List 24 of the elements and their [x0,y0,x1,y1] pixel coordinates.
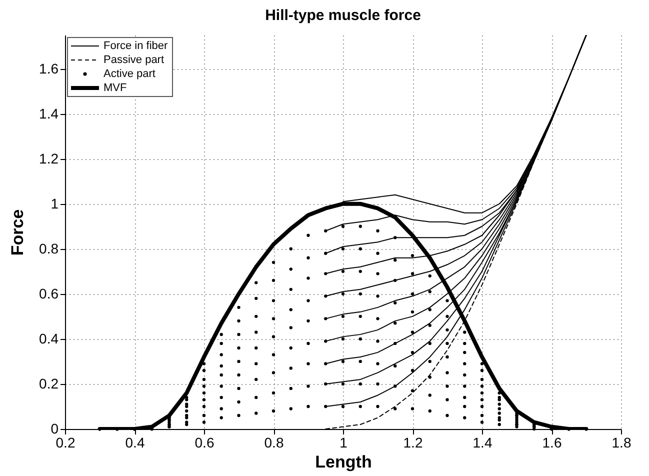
x-axis-title: Length [315,452,372,472]
x-tick-label: 0.8 [264,434,284,450]
x-tick-label: 1.2 [403,434,423,450]
y-tick-label: 0.8 [39,240,59,256]
y-tick-label: 1.6 [39,60,59,76]
y-tick-label: 0.4 [39,330,59,346]
legend-label: Passive part [104,54,164,66]
y-tick-label: 0.2 [39,375,59,392]
x-tick-label: 0.6 [194,434,214,450]
y-tick-label: 1.2 [39,150,59,166]
legend-label: Active part [104,68,156,80]
y-tick-label: 0 [50,420,59,436]
y-tick-label: 1 [50,195,59,212]
y-tick-label: 0.6 [39,285,59,302]
x-tick-label: 1 [340,434,348,450]
x-tick-label: 0.4 [125,434,145,450]
legend-label: Force in fiber [104,40,168,52]
y-tick-label: 1.4 [39,105,59,122]
legend-label: MVF [104,82,127,94]
x-tick-label: 1.6 [542,434,562,450]
chart-title: Hill-type muscle force [265,7,421,24]
x-tick-label: 1.8 [612,434,632,450]
x-tick-label: 1.4 [472,434,492,450]
y-axis-title: Force [8,209,28,256]
